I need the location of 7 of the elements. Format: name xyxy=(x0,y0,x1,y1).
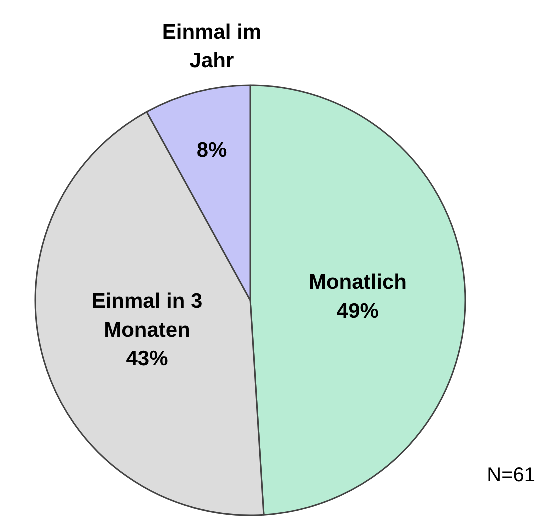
slice-label: Einmal im Jahr xyxy=(162,20,262,73)
slice-label: Monatlich xyxy=(308,271,407,294)
data-label: 8% xyxy=(196,139,228,162)
data-label: 43% xyxy=(126,348,169,371)
data-label: 49% xyxy=(336,300,380,323)
text: N=61 xyxy=(487,464,536,486)
slice-label: Einmal in 3 Monaten xyxy=(92,290,203,342)
